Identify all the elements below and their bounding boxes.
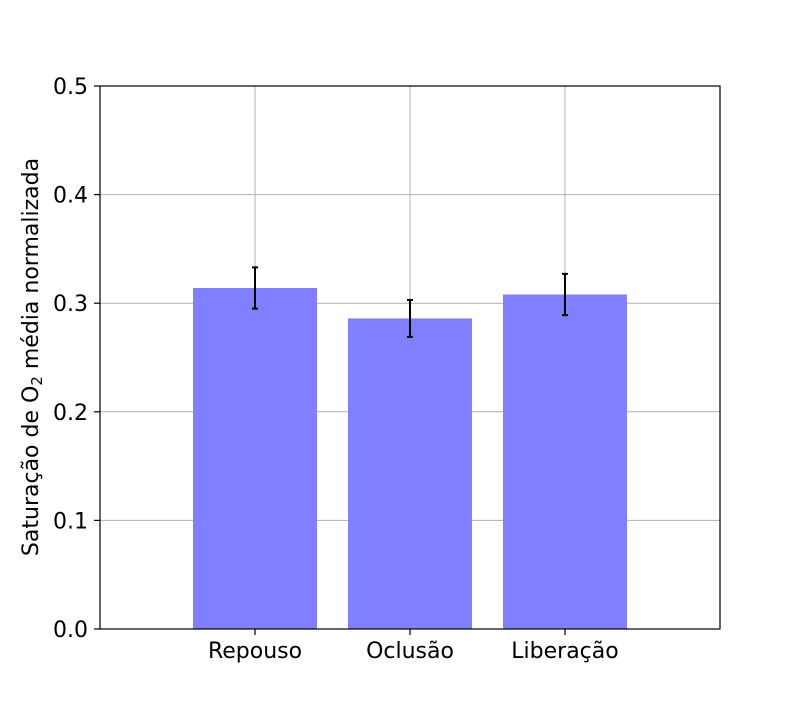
x-tick-label: Oclusão xyxy=(366,639,454,664)
y-tick-label: 0.2 xyxy=(53,401,88,426)
x-axis-ticks: Repouso Oclusão Liberação xyxy=(208,629,619,664)
y-axis-label-part-1: Saturação de O xyxy=(19,386,44,556)
y-axis-ticks: 0.0 0.1 0.2 0.3 0.4 0.5 xyxy=(53,75,100,643)
y-axis-label-subscript: 2 xyxy=(28,376,46,386)
x-tick-label: Liberação xyxy=(511,639,618,664)
bar-oclusão xyxy=(348,318,472,629)
y-tick-label: 0.3 xyxy=(53,292,88,317)
error-bars xyxy=(252,266,568,338)
y-tick-label: 0.1 xyxy=(53,509,88,534)
bar-repouso xyxy=(193,287,317,629)
y-tick-label: 0.4 xyxy=(53,184,88,209)
y-axis-label: Saturação de O2 média normalizada xyxy=(19,158,46,556)
y-axis-label-part-2: média normalizada xyxy=(19,158,44,376)
bars xyxy=(193,287,627,629)
bar-liberação xyxy=(503,294,627,629)
y-tick-label: 0.0 xyxy=(53,618,88,643)
y-tick-label: 0.5 xyxy=(53,75,88,100)
x-tick-label: Repouso xyxy=(208,639,302,664)
